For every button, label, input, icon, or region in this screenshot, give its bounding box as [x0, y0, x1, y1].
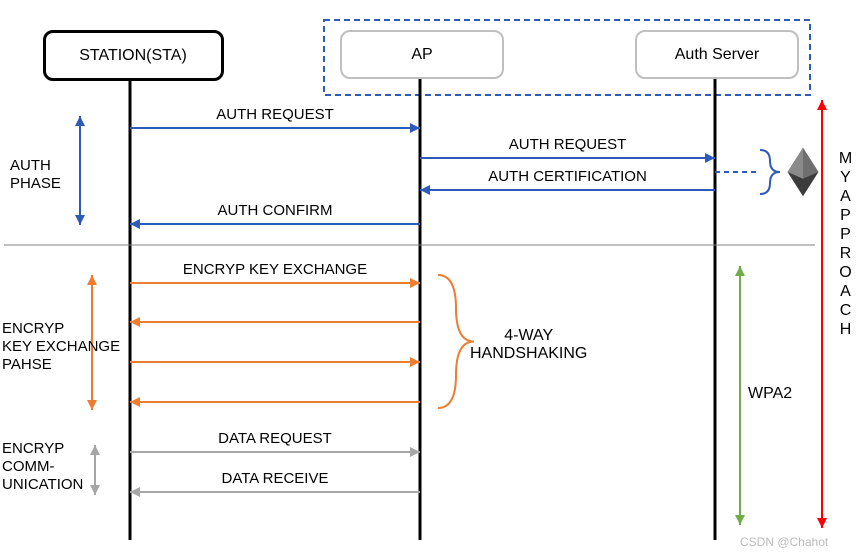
actor-ap-label: AP: [411, 46, 432, 64]
message-label: DATA REQUEST: [150, 430, 400, 447]
svg-layer: [0, 0, 862, 554]
actor-sta: STATION(STA): [43, 30, 224, 81]
message-label: AUTH CONFIRM: [150, 202, 400, 219]
message-label: DATA RECEIVE: [150, 470, 400, 487]
handshake-label: 4-WAYHANDSHAKING: [470, 327, 587, 363]
phase-auth-label: AUTHPHASE: [10, 157, 61, 193]
message-label: AUTH REQUEST: [150, 106, 400, 123]
actor-sta-label: STATION(STA): [79, 47, 187, 65]
message-label: ENCRYP KEY EXCHANGE: [150, 261, 400, 278]
my-approach-label: MYAPPROACH: [836, 150, 854, 340]
actor-auth-label: Auth Server: [675, 46, 759, 64]
message-label: AUTH REQUEST: [440, 136, 695, 153]
actor-ap: AP: [340, 30, 504, 79]
phase-comm-label: ENCRYPCOMM-UNICATION: [2, 440, 83, 494]
actor-auth: Auth Server: [635, 30, 799, 79]
phase-encryp-label: ENCRYPKEY EXCHANGEPAHSE: [2, 320, 120, 374]
wpa2-label: WPA2: [748, 385, 792, 403]
diagram-canvas: { "canvas": { "width": 862, "height": 55…: [0, 0, 862, 554]
message-label: AUTH CERTIFICATION: [440, 168, 695, 185]
watermark: CSDN @Chahot: [740, 535, 828, 549]
